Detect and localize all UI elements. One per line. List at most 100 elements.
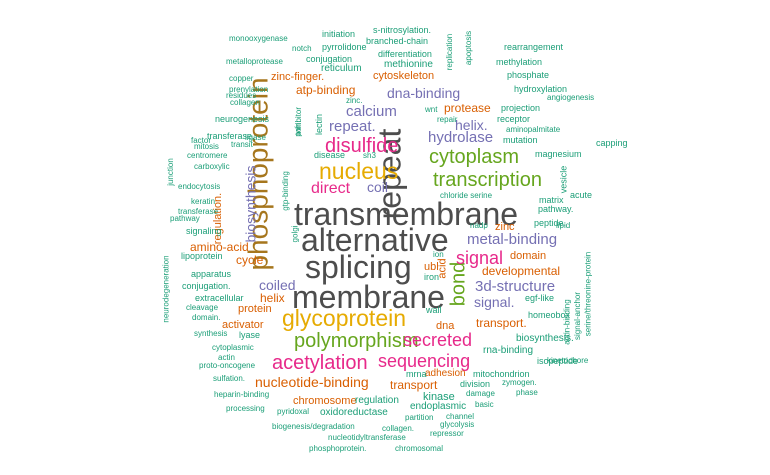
word-wall: wall bbox=[426, 305, 442, 315]
word-replication: replication bbox=[445, 33, 455, 71]
word-mrna: mrna bbox=[406, 369, 427, 379]
word-channel: channel bbox=[446, 412, 475, 421]
word-transmembrane: transmembrane bbox=[294, 196, 519, 232]
word-biogenesis-degradation: biogenesis/degradation bbox=[272, 422, 355, 431]
word-wnt: wnt bbox=[425, 105, 438, 114]
word-transport: transport bbox=[390, 378, 438, 392]
word-metal-binding: metal-binding bbox=[467, 231, 558, 248]
word-protease: protease bbox=[444, 101, 491, 115]
word-branched-chain: branched-chain bbox=[366, 36, 429, 46]
word-differentiation: differentiation bbox=[378, 49, 432, 59]
word-conjugation: conjugation bbox=[306, 54, 353, 64]
word-rna-binding: rna-binding bbox=[483, 345, 534, 356]
word-nucleotide-binding: nucleotide-binding bbox=[255, 374, 369, 390]
word-transit: transit bbox=[231, 140, 253, 149]
word-activator: activator bbox=[222, 319, 264, 331]
word-splicing: splicing bbox=[305, 249, 412, 285]
word-rearrangement: rearrangement bbox=[504, 42, 564, 52]
word-mitosis: mitosis bbox=[194, 142, 219, 151]
word-acute: acute bbox=[570, 190, 593, 200]
word-signal-anchor: signal-anchor bbox=[573, 291, 583, 341]
word-cycle: cycle bbox=[236, 253, 264, 267]
word-chloride-serine: chloride serine bbox=[440, 191, 493, 200]
word-egf-like: egf-like bbox=[525, 293, 555, 303]
word-angiogenesis: angiogenesis bbox=[547, 93, 595, 102]
word-cytoplasm: cytoplasm bbox=[429, 146, 520, 168]
word-reticulum: reticulum bbox=[321, 63, 362, 74]
word-disulfide: disulfide bbox=[325, 135, 399, 157]
word-inhibitor: inhibitor bbox=[294, 106, 304, 136]
word-direct: direct bbox=[311, 180, 351, 197]
word-domain: domain bbox=[510, 250, 547, 262]
word-repeat-dot: repeat. bbox=[329, 118, 376, 135]
word-keratin: keratin bbox=[191, 197, 216, 206]
word-isopeptide: isopeptide bbox=[537, 356, 579, 366]
word-lipid: lipid bbox=[556, 221, 571, 230]
word-nucleus: nucleus bbox=[319, 158, 399, 184]
word-monooxygenase: monooxygenase bbox=[229, 34, 288, 43]
word-helix-dot: helix. bbox=[455, 117, 488, 133]
word-calcium: calcium bbox=[346, 103, 397, 120]
word-nadp: nadp bbox=[470, 221, 488, 230]
word-zymogen-dot: zymogen. bbox=[502, 378, 537, 387]
word-coiled: coiled bbox=[259, 277, 296, 293]
word-lyase: lyase bbox=[239, 330, 261, 340]
word-projection: projection bbox=[501, 103, 541, 113]
word-pyrrolidone: pyrrolidone bbox=[322, 42, 367, 52]
word-serine-threonine-protein: serine/threonine-protein bbox=[583, 251, 593, 337]
word-heparin-binding: heparin-binding bbox=[214, 390, 270, 399]
word-ligase: ligase bbox=[245, 133, 266, 142]
word-centromere: centromere bbox=[187, 151, 228, 160]
word-ion: ion bbox=[433, 250, 444, 259]
word-partition: partition bbox=[405, 413, 434, 422]
word-synthesis: synthesis bbox=[194, 329, 228, 338]
word-protein: protein bbox=[238, 303, 272, 315]
word-initiation: initiation bbox=[322, 29, 356, 39]
word-neurogenesis: neurogenesis bbox=[215, 114, 270, 124]
word-endoplasmic: endoplasmic bbox=[410, 401, 467, 412]
word-3d-structure: 3d-structure bbox=[475, 278, 556, 295]
word-membrane: membrane bbox=[292, 279, 445, 315]
word-cytoskeleton: cytoskeleton bbox=[373, 70, 435, 82]
word-sulfation-dot: sulfation. bbox=[213, 374, 246, 383]
word-collagen-dot: collagen. bbox=[382, 424, 415, 433]
word-ubl: ubl bbox=[424, 261, 439, 273]
word-domain-dot: domain. bbox=[192, 313, 221, 322]
word-metalloprotease: metalloprotease bbox=[226, 57, 283, 66]
word-factor: factor bbox=[191, 136, 212, 145]
word-vesicle: vesicle bbox=[558, 165, 569, 194]
word-conjugation-dot: conjugation. bbox=[182, 281, 231, 291]
word-lipoprotein: lipoprotein bbox=[181, 251, 223, 261]
word-extracellular: extracellular bbox=[195, 293, 244, 303]
word-atp-binding: atp-binding bbox=[296, 83, 356, 97]
word-chromosomal: chromosomal bbox=[395, 444, 444, 453]
word-polymorphism: polymorphism bbox=[294, 330, 419, 352]
word-glycolysis: glycolysis bbox=[440, 420, 475, 429]
word-biosynthesis-dot: biosynthesis. bbox=[516, 333, 574, 344]
word-glycoprotein: glycoprotein bbox=[282, 305, 407, 331]
word-transport-dot: transport. bbox=[476, 316, 527, 330]
word-notch: notch bbox=[292, 44, 312, 53]
word-junction: junction bbox=[165, 158, 175, 186]
word-bond: bond bbox=[447, 261, 470, 307]
word-sequencing: sequencing bbox=[378, 351, 471, 371]
word-zinc-dot: zinc. bbox=[346, 96, 363, 105]
word-pathway: pathway bbox=[170, 214, 200, 223]
word-transferase-dot: transferase. bbox=[207, 131, 255, 141]
word-methylation: methylation bbox=[496, 57, 543, 67]
word-phase: phase bbox=[516, 388, 538, 397]
word-kinetochore: kinetochore bbox=[547, 356, 589, 365]
word-secreted: secreted bbox=[403, 330, 473, 350]
word-repressor: repressor bbox=[430, 429, 464, 438]
word-pyridoxal: pyridoxal bbox=[277, 407, 310, 416]
word-division: division bbox=[460, 379, 491, 389]
word-dna: dna bbox=[436, 320, 455, 332]
word-acid: acid bbox=[436, 258, 449, 279]
word-cleavage: cleavage bbox=[186, 303, 219, 312]
word-aminopalmitate: aminopalmitate bbox=[506, 125, 561, 134]
word-oxidoreductase: oxidoreductase bbox=[320, 407, 388, 418]
word-basic: basic bbox=[475, 400, 494, 409]
word-collagen: collagen bbox=[230, 98, 260, 107]
word-signal-dot: signal. bbox=[474, 294, 515, 310]
